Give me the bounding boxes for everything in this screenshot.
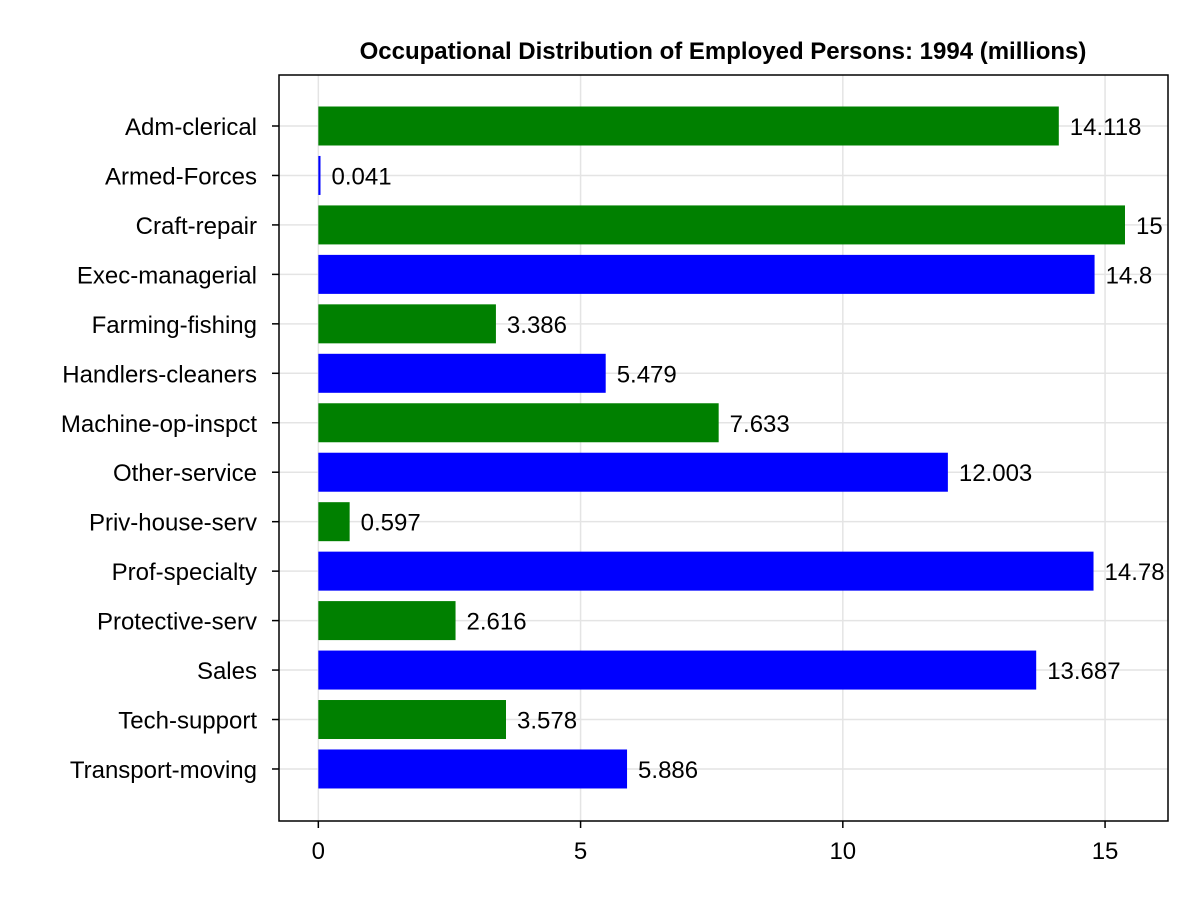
x-tick-label: 15 [1092, 838, 1119, 865]
bar-armed-forces [318, 155, 321, 195]
data-label: 7.633 [730, 411, 790, 438]
category-label: Transport-moving [70, 757, 257, 784]
category-label: Armed-Forces [105, 163, 257, 190]
x-axis: 0 5 10 15 [312, 821, 1119, 865]
data-label: 14.118 [1070, 114, 1142, 141]
bar-tech-support [318, 700, 506, 740]
data-label: 14.78 [1105, 559, 1165, 586]
plot-frame [278, 74, 1169, 822]
data-label: 3.386 [507, 312, 567, 339]
data-label: 15 [1136, 213, 1163, 240]
category-label: Handlers-cleaners [62, 361, 257, 388]
category-label: Other-service [113, 460, 257, 487]
data-label: 5.479 [617, 361, 677, 388]
x-tick-label: 10 [829, 838, 856, 865]
data-label: 5.886 [638, 757, 698, 784]
bar-protective-serv [318, 601, 456, 641]
data-labels: 14.118 0.041 15 14.8 3.386 5.479 7.633 12.003 0.… [331, 114, 1164, 784]
bar-exec-managerial [318, 254, 1095, 294]
data-label: 3.578 [517, 708, 577, 735]
bar-other-service [318, 452, 948, 492]
category-label: Prof-specialty [112, 559, 257, 586]
bars [318, 106, 1125, 789]
x-tick-label: 0 [312, 838, 325, 865]
bar-priv-house-serv [318, 502, 350, 542]
category-label: Exec-managerial [77, 262, 257, 289]
bar-prof-specialty [318, 551, 1094, 591]
category-label: Craft-repair [136, 213, 257, 240]
bar-craft-repair [318, 205, 1125, 245]
category-label: Machine-op-inspct [61, 411, 257, 438]
x-tick-label: 5 [574, 838, 587, 865]
data-label: 0.041 [331, 163, 391, 190]
category-label: Farming-fishing [92, 312, 257, 339]
data-label: 12.003 [959, 460, 1032, 487]
data-label: 14.8 [1106, 262, 1153, 289]
bar-adm-clerical [318, 106, 1059, 146]
y-axis: Adm-clerical Armed-Forces Craft-repair Exec… [61, 114, 279, 784]
data-label: 0.597 [361, 510, 421, 537]
category-label: Adm-clerical [125, 114, 257, 141]
bar-sales [318, 650, 1037, 690]
category-label: Protective-serv [97, 609, 257, 636]
category-label: Priv-house-serv [89, 510, 257, 537]
bar-transport-moving [318, 749, 628, 789]
bar-machine-op-inspct [318, 403, 719, 443]
bar-farming-fishing [318, 304, 496, 344]
data-label: 2.616 [467, 609, 527, 636]
data-label: 13.687 [1047, 658, 1120, 685]
bar-handlers-cleaners [318, 353, 606, 393]
chart-title: Occupational Distribution of Employed Pe… [360, 38, 1087, 65]
category-label: Sales [197, 658, 257, 685]
category-label: Tech-support [118, 708, 257, 735]
